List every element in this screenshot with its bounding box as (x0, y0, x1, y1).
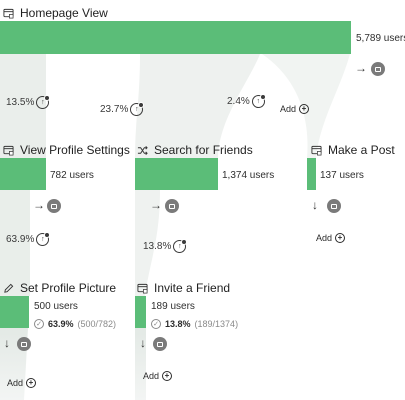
rate-text: 63.9% (6, 234, 35, 245)
conversion-rate-icon: ↑ (130, 102, 145, 116)
rate-text: 23.7% (100, 104, 129, 115)
browser-window-icon (3, 8, 14, 18)
add-label: Add (143, 371, 160, 381)
rate-search-to-invite: 13.8% ↑ (143, 239, 188, 253)
arrow-right-icon: → (355, 61, 367, 75)
bar-search-friends[interactable] (135, 158, 218, 190)
video-record-icon[interactable] (47, 199, 61, 213)
step-search-title[interactable]: Search for Friends (137, 143, 253, 157)
video-record-icon[interactable] (153, 337, 167, 351)
add-step-button-post[interactable]: Add + (316, 233, 346, 243)
step-title-text: Set Profile Picture (20, 281, 117, 295)
flow-profile-to-picture (0, 190, 30, 296)
flow-invite-tail (135, 328, 146, 400)
users-homepage: 5,789 users (356, 33, 405, 44)
plus-circle-icon: + (162, 371, 173, 381)
rate-text: 13.5% (6, 97, 35, 108)
bar-make-post[interactable] (307, 158, 316, 190)
add-step-button-invite[interactable]: Add + (143, 371, 173, 381)
flow-home-to-profile (0, 54, 46, 158)
conversion-pct: 63.9% (48, 319, 74, 329)
step-invite-title[interactable]: Invite a Friend (137, 281, 230, 295)
arrow-down-icon: ↓ (140, 336, 146, 350)
plus-circle-icon: + (335, 233, 346, 243)
rate-text: 2.4% (227, 96, 250, 107)
check-circle-icon: ✓ (34, 319, 44, 329)
step-make-post-title[interactable]: Make a Post (311, 143, 395, 157)
shuffle-icon (137, 145, 148, 155)
flow-home-to-search (48, 54, 260, 158)
arrow-right-icon: → (150, 198, 162, 212)
add-step-button-top[interactable]: Add + (280, 104, 310, 114)
step-title-text: Invite a Friend (154, 281, 231, 295)
rate-home-to-search: 23.7% ↑ (100, 102, 145, 116)
rate-text: 13.8% (143, 241, 172, 252)
add-label: Add (280, 104, 297, 114)
rate-home-to-post: 2.4% ↑ (227, 94, 266, 108)
browser-window-icon (311, 145, 322, 155)
arrow-down-icon: ↓ (312, 198, 318, 212)
users-view-profile: 782 users (50, 170, 94, 181)
arrow-down-icon: ↓ (4, 336, 10, 350)
conversion-rate-icon: ↑ (173, 239, 188, 253)
add-step-button-picture[interactable]: Add + (7, 378, 37, 388)
video-record-icon[interactable] (371, 62, 385, 76)
step-homepage-title[interactable]: Homepage View (3, 6, 108, 20)
video-record-icon[interactable] (17, 337, 31, 351)
step-title-text: Homepage View (20, 6, 108, 20)
arrow-right-icon: → (33, 198, 45, 212)
conversion-ratio: (500/782) (77, 319, 117, 329)
users-invite-friend: 189 users (151, 301, 195, 312)
plus-circle-icon: + (299, 104, 310, 114)
browser-window-icon (137, 283, 148, 293)
step-title-text: Make a Post (328, 143, 395, 157)
bar-set-picture[interactable] (0, 296, 29, 328)
bar-view-profile[interactable] (0, 158, 46, 190)
rate-profile-to-picture: 63.9% ↑ (6, 232, 51, 246)
bar-invite-friend[interactable] (135, 296, 146, 328)
conversion-rate-icon: ↑ (36, 95, 51, 109)
conversion-rate-icon: ↑ (36, 232, 51, 246)
users-make-post: 137 users (320, 170, 364, 181)
step-title-text: Search for Friends (154, 143, 253, 157)
step-title-text: View Profile Settings (20, 143, 130, 157)
bar-homepage[interactable] (0, 21, 351, 54)
conversion-pct: 13.8% (165, 319, 191, 329)
conversion-rate-icon: ↑ (251, 94, 266, 108)
rate-home-to-profile: 13.5% ↑ (6, 95, 51, 109)
step-set-picture-title[interactable]: Set Profile Picture (3, 281, 116, 295)
flow-search-to-invite (135, 190, 160, 296)
conversion-set-picture: ✓ 63.9% (500/782) (34, 319, 116, 329)
check-circle-icon: ✓ (151, 319, 161, 329)
browser-window-icon (3, 145, 14, 155)
video-record-icon[interactable] (327, 199, 341, 213)
conversion-ratio: (189/1374) (194, 319, 239, 329)
step-view-profile-title[interactable]: View Profile Settings (3, 143, 130, 157)
pencil-icon (4, 283, 14, 293)
conversion-invite-friend: ✓ 13.8% (189/1374) (151, 319, 238, 329)
add-label: Add (7, 378, 24, 388)
users-set-picture: 500 users (34, 301, 78, 312)
plus-circle-icon: + (26, 378, 37, 388)
video-record-icon[interactable] (165, 199, 179, 213)
users-search-friends: 1,374 users (222, 170, 275, 181)
add-label: Add (316, 233, 333, 243)
